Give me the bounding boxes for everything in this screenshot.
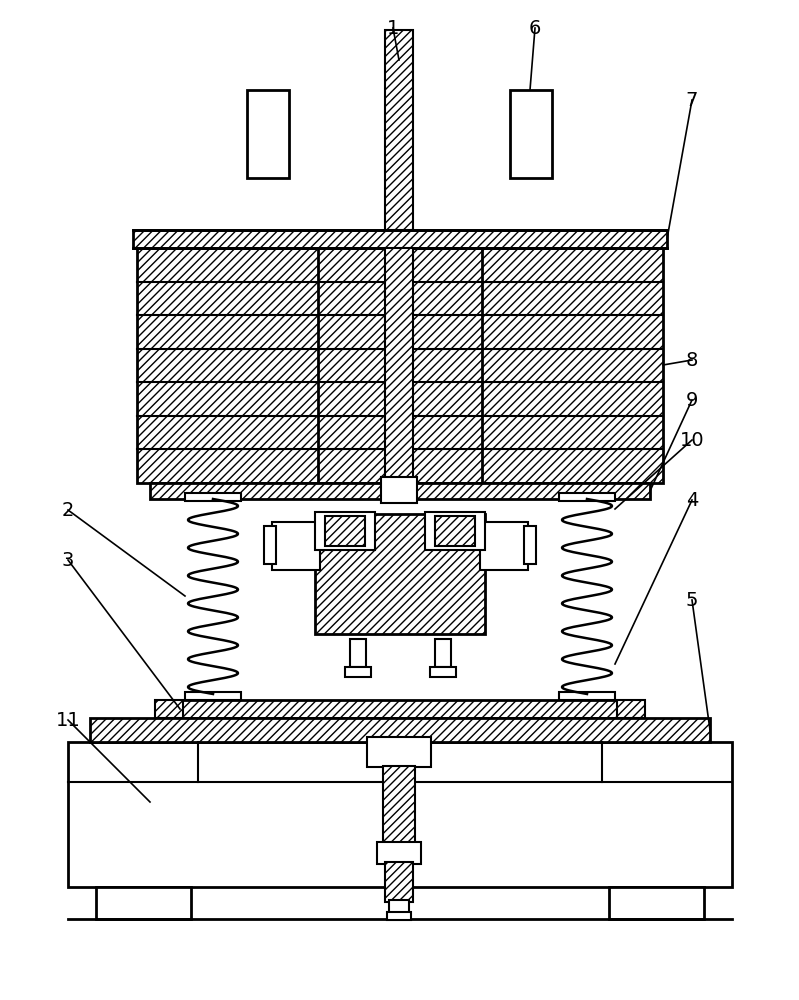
Bar — [377, 842, 421, 864]
Bar — [68, 742, 732, 887]
Bar — [272, 522, 320, 570]
Text: 5: 5 — [686, 590, 698, 609]
Bar — [185, 493, 241, 501]
Bar — [137, 248, 663, 483]
Bar — [387, 912, 411, 920]
Bar — [315, 512, 375, 550]
Bar — [247, 90, 289, 178]
Bar — [430, 667, 456, 677]
Text: 11: 11 — [56, 710, 81, 730]
Bar — [96, 887, 191, 919]
Bar — [185, 692, 241, 700]
Bar — [325, 516, 365, 546]
Bar — [385, 30, 413, 230]
Bar — [90, 718, 710, 742]
Bar — [435, 516, 475, 546]
Text: 10: 10 — [680, 430, 704, 450]
Text: 3: 3 — [62, 550, 74, 570]
Bar — [381, 477, 417, 503]
Bar — [133, 230, 667, 248]
Text: 1: 1 — [387, 18, 400, 37]
Bar — [524, 526, 536, 564]
Text: 4: 4 — [686, 490, 698, 510]
Bar — [315, 514, 485, 634]
Bar — [389, 900, 409, 914]
Bar — [480, 522, 528, 570]
Bar — [559, 692, 615, 700]
Bar — [150, 483, 650, 499]
Bar — [435, 639, 451, 667]
Text: 2: 2 — [62, 500, 74, 520]
Bar — [510, 90, 552, 178]
Bar — [155, 700, 183, 718]
Bar — [350, 639, 366, 667]
Bar — [180, 700, 620, 718]
Text: 7: 7 — [686, 91, 698, 109]
Text: 9: 9 — [686, 390, 698, 410]
Bar — [617, 700, 645, 718]
Bar — [264, 526, 276, 564]
Text: 8: 8 — [686, 351, 698, 369]
Bar — [385, 248, 413, 483]
Text: 6: 6 — [529, 18, 541, 37]
Bar — [385, 862, 413, 902]
Bar — [383, 766, 415, 846]
Bar — [345, 667, 371, 677]
Bar — [367, 737, 431, 767]
Bar — [609, 887, 704, 919]
Bar — [425, 512, 485, 550]
Bar — [559, 493, 615, 501]
